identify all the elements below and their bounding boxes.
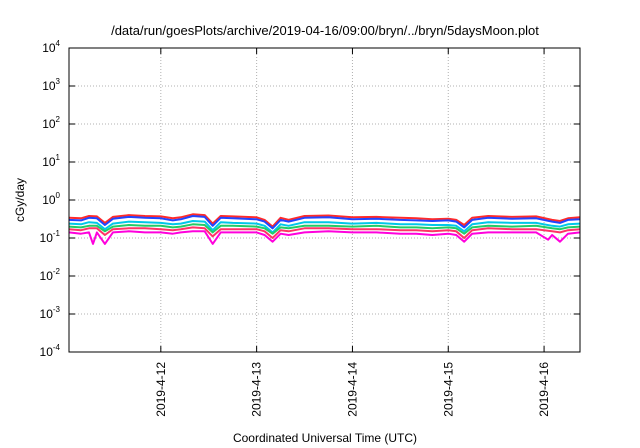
y-axis-label: cGy/day <box>13 178 27 222</box>
x-tick-label: 2019-4-14 <box>345 362 359 417</box>
y-tick-label: 10-2 <box>40 267 61 283</box>
chart-title: /data/run/goesPlots/archive/2019-04-16/0… <box>111 23 539 38</box>
series-line <box>68 213 581 228</box>
series-line <box>68 215 581 230</box>
y-tick-label: 103 <box>42 77 60 93</box>
series-line <box>68 230 581 245</box>
x-tick-label: 2019-4-16 <box>537 362 551 417</box>
y-axis: 10-4 10-3 10-2 10-1 100 101 102 103 104 <box>40 39 580 359</box>
y-tick-label: 104 <box>42 39 60 55</box>
x-axis-label: Coordinated Universal Time (UTC) <box>233 431 417 445</box>
x-tick-label: 2019-4-13 <box>250 362 264 417</box>
series-group <box>68 213 581 245</box>
y-tick-label: 101 <box>42 153 60 169</box>
y-tick-label: 10-3 <box>40 305 61 321</box>
grid <box>69 48 580 352</box>
x-tick-label: 2019-4-15 <box>441 362 455 417</box>
y-tick-label: 100 <box>42 191 60 207</box>
y-tick-label: 102 <box>42 115 60 131</box>
x-axis: 2019-4-12 2019-4-13 2019-4-14 2019-4-15 2019… <box>154 48 551 417</box>
y-tick-label: 10-1 <box>40 229 61 245</box>
series-line <box>68 226 581 239</box>
series-line <box>68 220 581 234</box>
series-line <box>68 223 581 235</box>
y-tick-label: 10-4 <box>40 343 61 359</box>
x-tick-label: 2019-4-12 <box>154 362 168 417</box>
